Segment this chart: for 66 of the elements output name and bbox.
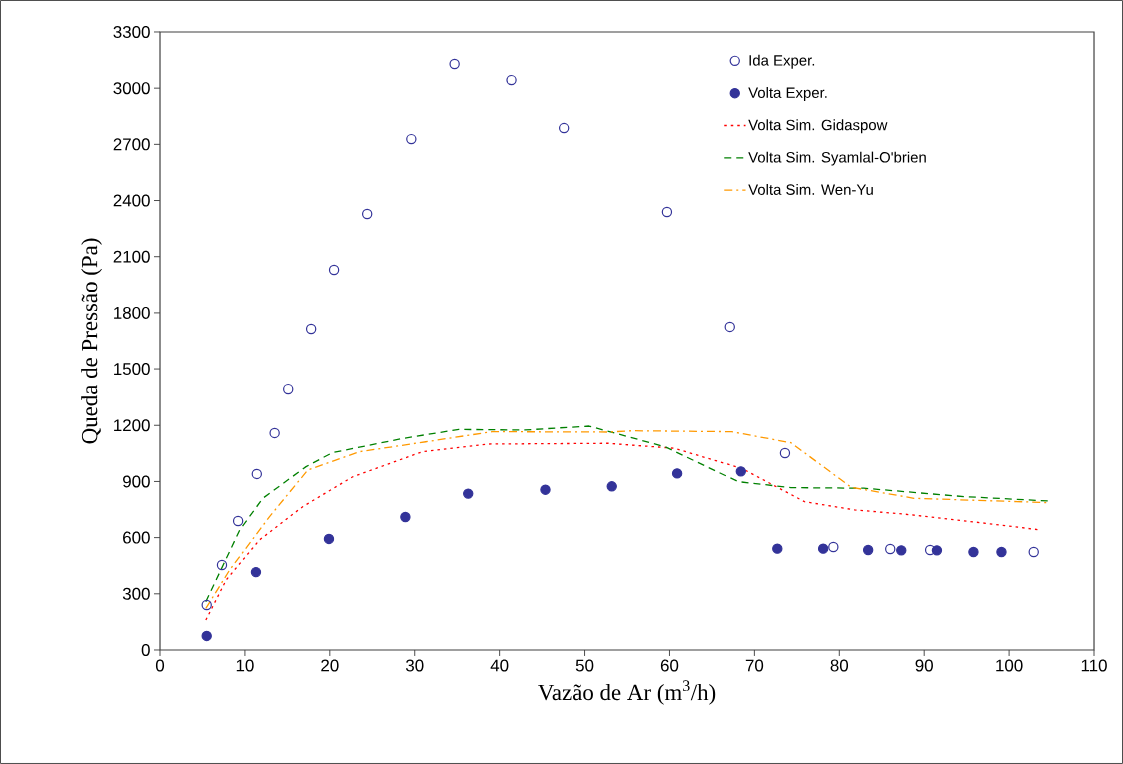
point — [283, 383, 294, 395]
point — [250, 566, 262, 578]
legend-label: Volta Sim. Wen-Yu — [748, 183, 873, 195]
point — [361, 208, 373, 220]
point — [931, 545, 943, 556]
y-tick-label: 600 — [123, 531, 150, 544]
x-tick-label: 110 — [1081, 659, 1107, 672]
x-tick-label: 20 — [321, 659, 339, 672]
y-tick-label: 2400 — [113, 194, 150, 207]
point — [779, 447, 791, 459]
y-tick-label: 2700 — [113, 138, 150, 151]
legend-label: Volta Exper. — [748, 87, 827, 101]
x-axis-title: Vazão de Ar (m$^{3}$/h) — [538, 680, 716, 705]
x-tick-label: 0 — [155, 659, 165, 672]
point — [251, 468, 263, 480]
point — [817, 543, 829, 554]
point — [661, 206, 673, 218]
point — [201, 630, 212, 642]
y-tick-label: 2100 — [113, 250, 150, 263]
point — [772, 543, 783, 554]
point — [323, 533, 335, 545]
point — [885, 543, 896, 555]
y-tick-label: 1200 — [114, 419, 150, 432]
point — [558, 122, 570, 134]
y-tick-label: 3300 — [113, 25, 150, 38]
point — [968, 546, 979, 558]
point — [1028, 546, 1039, 558]
point — [540, 484, 551, 495]
point — [735, 466, 746, 477]
x-tick-label: 90 — [915, 659, 933, 672]
y-axis-title: Queda de Pressão (Pa) — [81, 238, 102, 444]
point — [406, 133, 417, 145]
point — [671, 468, 683, 479]
point — [232, 515, 244, 527]
point — [996, 546, 1007, 558]
point — [216, 559, 228, 571]
point — [506, 74, 517, 86]
legend-label: Ida Exper. — [749, 54, 815, 69]
point — [862, 544, 874, 556]
point — [828, 541, 839, 553]
x-tick-label: 10 — [236, 659, 254, 672]
point — [400, 511, 411, 523]
point — [896, 545, 907, 556]
point — [724, 321, 735, 333]
y-tick-label: 0 — [141, 643, 150, 656]
y-tick-label: 3000 — [113, 82, 150, 95]
x-tick-label: 100 — [996, 659, 1023, 672]
point — [463, 488, 474, 499]
point — [305, 323, 317, 335]
y-tick-label: 900 — [123, 475, 150, 488]
y-tick-label: 1500 — [114, 363, 150, 376]
x-tick-label: 50 — [575, 659, 594, 672]
point — [201, 599, 212, 611]
x-tick-label: 80 — [830, 659, 849, 672]
x-tick-label: 60 — [660, 659, 679, 672]
point — [328, 264, 340, 276]
legend-label: Volta Sim. Syamlal-O'brien — [748, 151, 926, 166]
x-tick-label: 70 — [745, 659, 764, 672]
x-tick-label: 30 — [405, 659, 424, 672]
point — [269, 427, 280, 439]
point — [606, 481, 617, 492]
point — [449, 58, 460, 70]
y-tick-label: 1800 — [114, 306, 150, 319]
x-tick-label: 40 — [490, 659, 509, 672]
y-tick-label: 300 — [122, 587, 150, 600]
legend-label: Volta Sim. Gidaspow — [748, 119, 888, 134]
